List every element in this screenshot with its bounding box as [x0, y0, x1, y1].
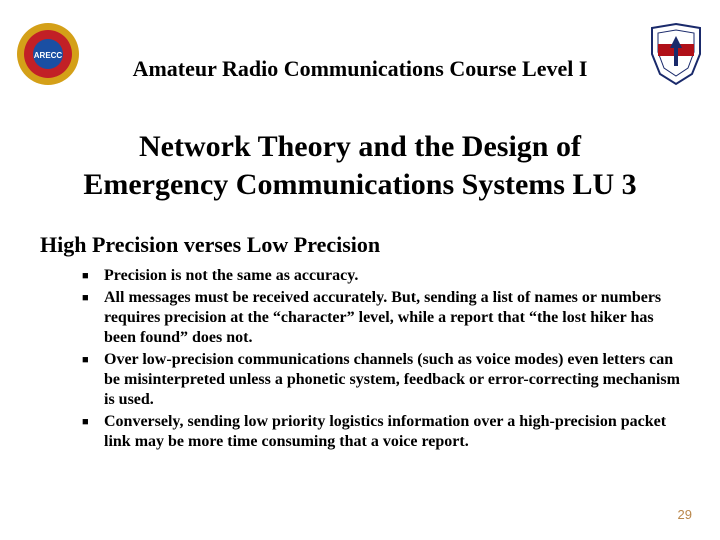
list-item: Over low-precision communications channe… [82, 350, 682, 410]
list-item: Precision is not the same as accuracy. [82, 266, 682, 286]
list-item: All messages must be received accurately… [82, 288, 682, 348]
main-title-line2: Emergency Communications Systems LU 3 [83, 168, 636, 201]
header-row: ARECC Amateur Radio Communications Cours… [0, 14, 720, 84]
bullet-ul: Precision is not the same as accuracy. A… [82, 266, 682, 452]
course-header-title: Amateur Radio Communications Course Leve… [0, 56, 720, 82]
main-title: Network Theory and the Design of Emergen… [0, 128, 720, 203]
section-heading: High Precision verses Low Precision [40, 232, 680, 258]
slide: ARECC Amateur Radio Communications Cours… [0, 0, 720, 540]
page-number: 29 [678, 507, 692, 522]
list-item: Conversely, sending low priority logisti… [82, 412, 682, 452]
bullet-list: Precision is not the same as accuracy. A… [82, 266, 682, 454]
main-title-line1: Network Theory and the Design of [139, 130, 581, 163]
